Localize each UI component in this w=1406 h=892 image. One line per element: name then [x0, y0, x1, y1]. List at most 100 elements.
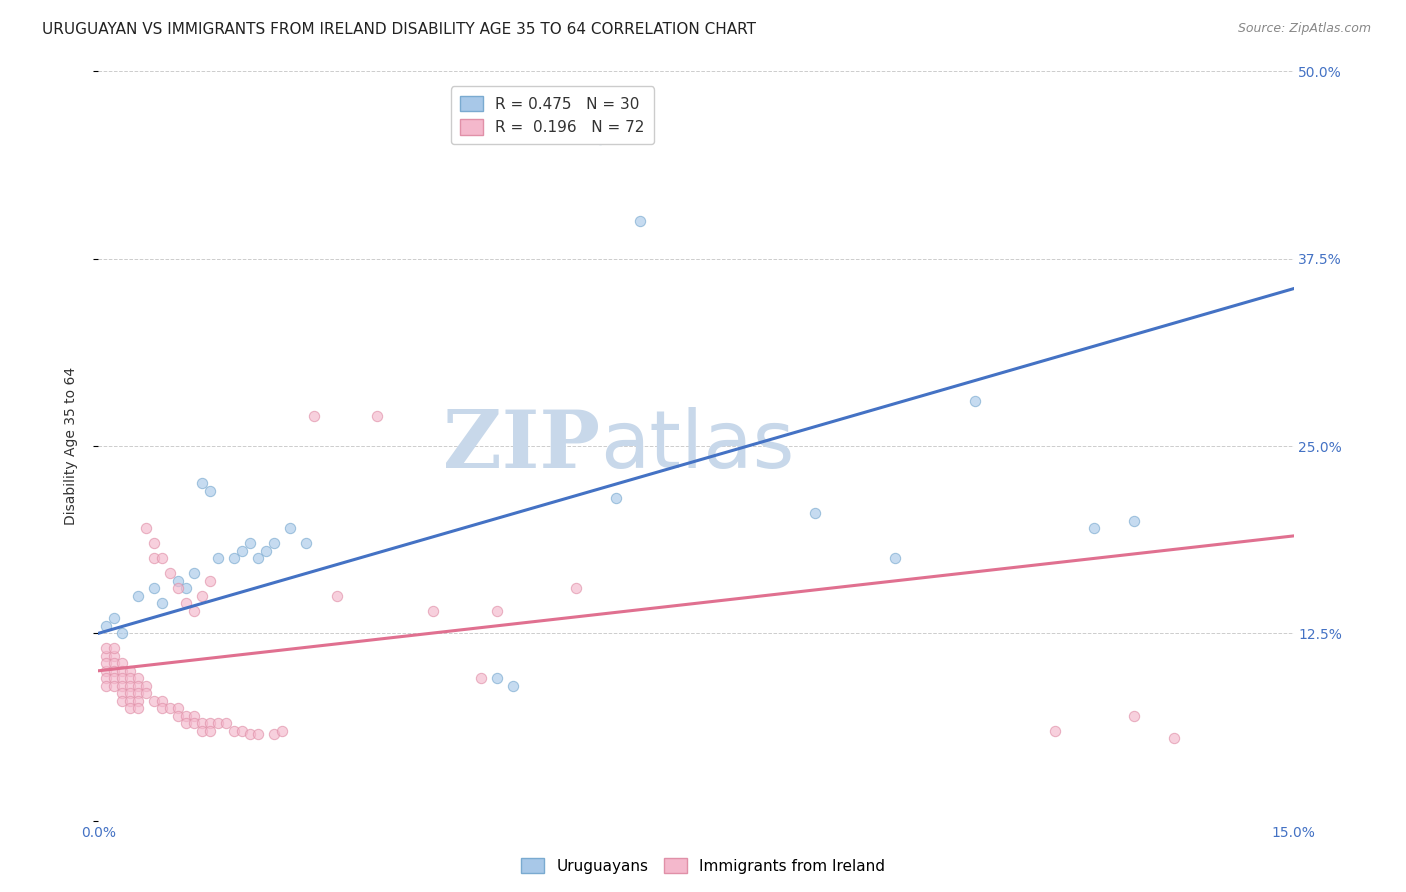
Point — [96, 657, 118, 671]
Point — [174, 716, 197, 731]
Point — [1163, 731, 1185, 746]
Point — [246, 551, 269, 566]
Point — [111, 686, 134, 700]
Point — [884, 551, 907, 566]
Point — [96, 648, 118, 663]
Point — [254, 544, 277, 558]
Point — [135, 521, 157, 535]
Point — [1083, 521, 1105, 535]
Point — [103, 671, 125, 685]
Point — [111, 657, 134, 671]
Point — [278, 521, 301, 535]
Text: ZIP: ZIP — [443, 407, 600, 485]
Point — [103, 648, 125, 663]
Point — [326, 589, 349, 603]
Point — [804, 507, 827, 521]
Point — [174, 708, 197, 723]
Point — [222, 551, 245, 566]
Point — [127, 679, 149, 693]
Point — [198, 716, 221, 731]
Point — [485, 604, 508, 618]
Text: URUGUAYAN VS IMMIGRANTS FROM IRELAND DISABILITY AGE 35 TO 64 CORRELATION CHART: URUGUAYAN VS IMMIGRANTS FROM IRELAND DIS… — [42, 22, 756, 37]
Point — [167, 582, 190, 596]
Point — [174, 582, 197, 596]
Point — [167, 708, 190, 723]
Point — [191, 589, 214, 603]
Point — [120, 686, 142, 700]
Point — [127, 694, 149, 708]
Point — [143, 551, 166, 566]
Point — [565, 582, 588, 596]
Point — [111, 671, 134, 685]
Point — [135, 686, 157, 700]
Point — [422, 604, 444, 618]
Point — [103, 641, 125, 656]
Point — [270, 723, 292, 738]
Point — [231, 544, 253, 558]
Point — [198, 723, 221, 738]
Point — [239, 536, 262, 550]
Point — [1123, 514, 1146, 528]
Point — [143, 694, 166, 708]
Point — [263, 536, 285, 550]
Point — [150, 694, 173, 708]
Legend: Uruguayans, Immigrants from Ireland: Uruguayans, Immigrants from Ireland — [515, 852, 891, 880]
Point — [111, 679, 134, 693]
Point — [246, 727, 269, 741]
Point — [183, 604, 205, 618]
Point — [96, 679, 118, 693]
Point — [127, 589, 149, 603]
Point — [294, 536, 316, 550]
Point — [366, 409, 388, 423]
Point — [167, 574, 190, 588]
Point — [111, 626, 134, 640]
Point — [127, 701, 149, 715]
Point — [485, 671, 508, 685]
Point — [605, 491, 627, 506]
Point — [207, 551, 229, 566]
Legend: R = 0.475   N = 30, R =  0.196   N = 72: R = 0.475 N = 30, R = 0.196 N = 72 — [451, 87, 654, 145]
Point — [127, 686, 149, 700]
Point — [167, 701, 190, 715]
Point — [198, 574, 221, 588]
Point — [135, 679, 157, 693]
Point — [174, 596, 197, 610]
Point — [159, 566, 181, 581]
Point — [191, 716, 214, 731]
Point — [96, 619, 118, 633]
Point — [143, 582, 166, 596]
Point — [150, 596, 173, 610]
Point — [263, 727, 285, 741]
Point — [628, 214, 651, 228]
Point — [120, 664, 142, 678]
Point — [96, 671, 118, 685]
Point — [183, 566, 205, 581]
Point — [103, 611, 125, 625]
Point — [120, 694, 142, 708]
Point — [183, 716, 205, 731]
Point — [963, 394, 986, 409]
Point — [120, 701, 142, 715]
Point — [96, 664, 118, 678]
Point — [502, 679, 524, 693]
Point — [159, 701, 181, 715]
Point — [150, 551, 173, 566]
Point — [231, 723, 253, 738]
Point — [120, 679, 142, 693]
Point — [103, 657, 125, 671]
Y-axis label: Disability Age 35 to 64: Disability Age 35 to 64 — [63, 367, 77, 525]
Point — [111, 694, 134, 708]
Point — [127, 671, 149, 685]
Text: Source: ZipAtlas.com: Source: ZipAtlas.com — [1237, 22, 1371, 36]
Point — [589, 132, 612, 146]
Point — [103, 679, 125, 693]
Point — [198, 483, 221, 498]
Point — [143, 536, 166, 550]
Point — [183, 708, 205, 723]
Point — [120, 671, 142, 685]
Point — [1123, 708, 1146, 723]
Text: atlas: atlas — [600, 407, 794, 485]
Point — [96, 641, 118, 656]
Point — [470, 671, 492, 685]
Point — [215, 716, 238, 731]
